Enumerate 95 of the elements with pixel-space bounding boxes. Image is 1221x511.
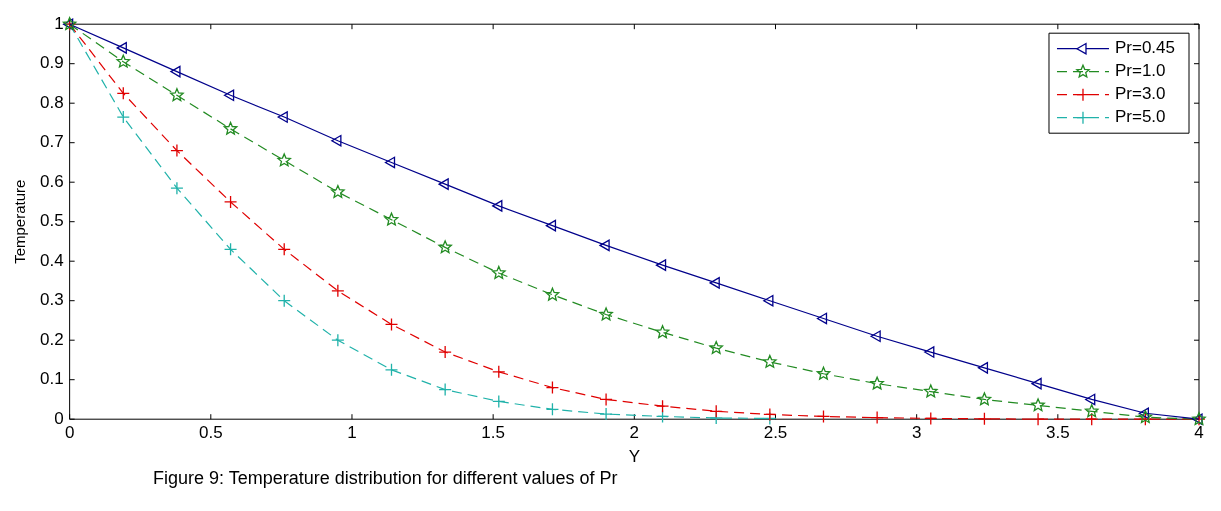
x-tick-label: 3 bbox=[911, 423, 922, 443]
point bbox=[384, 363, 399, 377]
point bbox=[331, 284, 345, 298]
point bbox=[655, 399, 670, 413]
y-tick-label: 0.3 bbox=[39, 290, 64, 310]
point bbox=[924, 346, 935, 358]
x-tick-label: 1 bbox=[347, 423, 357, 443]
x-tick-label: 2 bbox=[629, 423, 640, 443]
point bbox=[655, 259, 667, 271]
x-tick-label: 1.5 bbox=[481, 423, 505, 443]
y-axis-title: Temperature bbox=[11, 179, 29, 264]
point bbox=[170, 181, 184, 195]
x-tick-label: 0.5 bbox=[198, 423, 223, 443]
point bbox=[545, 287, 560, 301]
point bbox=[763, 407, 777, 422]
point bbox=[655, 325, 670, 339]
point bbox=[384, 317, 399, 332]
point bbox=[816, 366, 831, 380]
point bbox=[977, 392, 992, 406]
caption: Figure 9: Temperature distribution for different values of Pr bbox=[153, 468, 619, 489]
point bbox=[492, 365, 506, 379]
point bbox=[492, 200, 503, 212]
x-axis-title: Y bbox=[628, 447, 640, 467]
y-tick-label: 0.7 bbox=[39, 132, 64, 152]
y-tick-label: 0.9 bbox=[39, 53, 64, 73]
point bbox=[277, 242, 291, 256]
point bbox=[331, 184, 345, 198]
point bbox=[1031, 412, 1045, 426]
y-tick-label: 0.8 bbox=[39, 92, 64, 112]
point bbox=[492, 394, 506, 409]
point bbox=[977, 412, 992, 426]
point bbox=[545, 219, 557, 232]
point bbox=[599, 392, 613, 407]
point bbox=[816, 312, 828, 325]
legend-label: Pr=5.0 bbox=[1114, 107, 1166, 127]
point bbox=[599, 239, 610, 252]
point bbox=[223, 195, 238, 209]
point bbox=[977, 362, 989, 374]
point bbox=[438, 178, 449, 191]
point bbox=[384, 156, 396, 169]
point bbox=[763, 354, 777, 368]
point bbox=[1085, 393, 1096, 406]
y-tick-label: 0 bbox=[54, 408, 64, 428]
point bbox=[170, 88, 184, 102]
point bbox=[545, 402, 560, 416]
y-tick-label: 0.2 bbox=[39, 329, 64, 349]
point bbox=[763, 294, 774, 307]
y-tick-label: 0.4 bbox=[39, 250, 64, 270]
point bbox=[491, 265, 506, 279]
point bbox=[116, 42, 127, 54]
point bbox=[870, 410, 884, 425]
point bbox=[223, 242, 238, 256]
point bbox=[1031, 398, 1045, 412]
point bbox=[438, 382, 452, 397]
point bbox=[223, 89, 235, 102]
legend-label: Pr=0.45 bbox=[1114, 38, 1175, 58]
point bbox=[1031, 377, 1042, 390]
point bbox=[331, 333, 345, 347]
point bbox=[170, 143, 184, 158]
legend-label: Pr=3.0 bbox=[1114, 84, 1166, 104]
point bbox=[1138, 407, 1150, 420]
y-tick-label: 0.5 bbox=[39, 211, 64, 231]
point bbox=[331, 134, 342, 147]
point bbox=[116, 86, 130, 100]
point bbox=[599, 407, 613, 421]
point bbox=[170, 65, 181, 78]
x-tick-label: 2.5 bbox=[763, 423, 788, 443]
point bbox=[384, 212, 399, 226]
point bbox=[870, 376, 884, 390]
point bbox=[277, 294, 291, 308]
point bbox=[709, 404, 723, 418]
point bbox=[223, 121, 238, 135]
point bbox=[924, 411, 938, 426]
point bbox=[1084, 404, 1099, 418]
point bbox=[545, 380, 560, 395]
point bbox=[923, 384, 938, 398]
y-tick-label: 0.6 bbox=[39, 171, 64, 191]
y-tick-label: 1 bbox=[54, 13, 64, 33]
point bbox=[816, 409, 831, 424]
x-tick-label: 4 bbox=[1194, 423, 1204, 443]
x-tick-label: 3.5 bbox=[1046, 423, 1070, 443]
point bbox=[438, 345, 452, 359]
point bbox=[655, 409, 670, 424]
point bbox=[1085, 412, 1099, 426]
point bbox=[277, 111, 288, 123]
point bbox=[116, 54, 131, 68]
point bbox=[599, 307, 613, 321]
legend-label: Pr=1.0 bbox=[1114, 61, 1166, 81]
y-tick-label: 0.1 bbox=[39, 369, 64, 389]
point bbox=[870, 330, 881, 343]
point bbox=[116, 110, 130, 124]
point bbox=[277, 153, 292, 167]
point bbox=[709, 277, 720, 289]
point bbox=[709, 340, 724, 355]
point bbox=[438, 240, 452, 254]
